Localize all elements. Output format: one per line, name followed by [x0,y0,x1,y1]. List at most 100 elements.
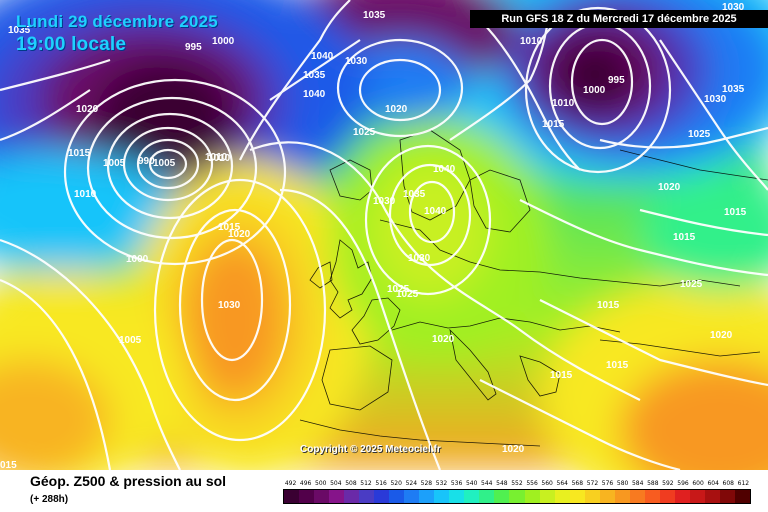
weather-map: 1035 995 1000 1035 1040 1030 1035 1040 1020 1025 1… [0,0,768,470]
legend-swatch [374,490,390,503]
isobar-label: 1035 [363,10,386,21]
legend-swatch [599,490,615,503]
legend-swatch [704,490,720,503]
isobar-label: 1035 [722,84,745,95]
isobar-label: 1000 [583,85,606,96]
isobar-label: 1025 [680,279,703,290]
legend-label: 508 [345,480,357,487]
legend-swatch [344,490,360,503]
legend-swatch [494,490,510,503]
isobar-label: 1005 [119,335,142,346]
legend-swatch [554,490,570,503]
legend-label: 584 [631,480,644,487]
isobar-label: 1025 [353,127,376,138]
isobar-label: 1010 [552,98,575,109]
forecast-date: Lundi 29 décembre 2025 [16,12,218,31]
isobar-label: 1030 [704,94,727,105]
legend-label: 608 [722,480,734,487]
copyright-notice: Copyright © 2025 Meteociel.fr [300,444,441,455]
isobar-label: 1000 [212,36,235,47]
legend-label: 576 [601,480,614,487]
legend-swatch [644,490,660,503]
legend-label: 580 [616,480,629,487]
legend-label: 528 [420,480,433,487]
legend-label: 588 [647,480,659,487]
legend-swatch [734,490,750,503]
forecast-lead-time: (+ 288h) [30,494,69,505]
isobar-label: 1040 [311,51,334,62]
legend-label: 524 [405,480,418,487]
legend-label: 556 [526,480,538,487]
legend-swatch [629,490,645,503]
legend-swatch [314,490,330,503]
legend-swatch [464,490,480,503]
isobar-label: 995 [608,75,625,86]
isobar-label: 1025 [396,289,419,300]
legend-label: 600 [692,480,704,487]
legend-swatch [419,490,435,503]
legend-label: 500 [315,480,327,487]
isobar-label: 1025 [387,284,410,295]
isobar-label: 1015 [542,119,565,130]
legend-label: 612 [737,480,750,487]
legend-labels: 492 496 500 504 508 512 516 520 524 528 532 536 540 5… [283,479,751,489]
legend-swatch [569,490,585,503]
isobar-label: 1020 [658,182,681,193]
isobar-label: 1040 [424,206,447,217]
legend-label: 516 [375,480,387,487]
legend-label: 512 [360,480,372,487]
legend-swatch [479,490,495,503]
isobar-label: 1015 [68,148,91,159]
isobar-label: 1020 [228,229,251,240]
isobar-label: 1030 [722,2,745,13]
isobar-label: 1040 [433,164,456,175]
isobar-label: 1010 [208,153,231,164]
legend-swatch [509,490,525,503]
isobar-label: 1015 [550,370,573,381]
legend-swatch [584,490,600,503]
isobar-label: 1015 [606,360,629,371]
isobar-label: 1015 [724,207,747,218]
isobar-label: 1030 [345,56,368,67]
legend-swatch [674,490,690,503]
run-info-banner: Run GFS 18 Z du Mercredi 17 décembre 202… [470,10,768,28]
forecast-local-time: 19:00 locale [16,34,127,55]
map-field-title: Géop. Z500 & pression au sol [30,473,227,489]
legend-label: 540 [465,480,478,487]
legend-label: 592 [662,480,674,487]
isobar-label: 1010 [205,152,228,163]
legend-swatch [299,490,315,503]
isobar-label: 1020 [385,104,408,115]
legend-label: 572 [586,480,599,487]
isobar-label: 1005 [153,158,176,169]
isobar-label: 015 [0,460,17,470]
legend-label: 492 [284,480,297,487]
legend-swatch [329,490,345,503]
isobar-label: 1020 [432,334,455,345]
geopotential-field [0,0,768,470]
isobar-label: 1015 [597,300,620,311]
isobar-label: 1030 [373,196,396,207]
isobar-label: 1035 [303,70,326,81]
isobar-label: 1020 [710,330,733,341]
legend-swatch [359,490,375,503]
legend-swatch [434,490,450,503]
legend-swatch [614,490,630,503]
legend-label: 604 [707,480,719,487]
legend-label: 552 [511,480,523,487]
isobars [0,0,768,470]
legend-label: 520 [390,480,402,487]
legend-swatch [524,490,540,503]
isobar-label: 1035 [8,25,31,36]
legend-label: 564 [556,480,568,487]
legend-label: 536 [450,480,463,487]
legend-swatch [404,490,420,503]
legend-swatch [284,490,300,503]
legend-label: 568 [571,480,584,487]
legend-label: 596 [677,480,689,487]
isobar-label: 1010 [74,189,97,200]
legend-swatch [539,490,555,503]
legend-label: 560 [541,480,553,487]
isobar-label: 1010 [520,36,543,47]
